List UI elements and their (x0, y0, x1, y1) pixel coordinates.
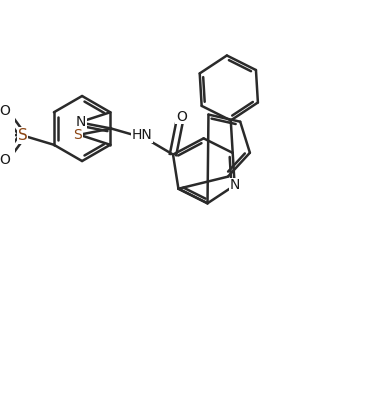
Text: S: S (73, 128, 82, 142)
Text: N: N (229, 178, 240, 192)
Text: O: O (0, 153, 10, 167)
Text: O: O (176, 109, 187, 124)
Text: HN: HN (132, 129, 152, 142)
Text: N: N (76, 115, 86, 129)
Text: S: S (18, 128, 28, 143)
Text: O: O (0, 104, 10, 118)
